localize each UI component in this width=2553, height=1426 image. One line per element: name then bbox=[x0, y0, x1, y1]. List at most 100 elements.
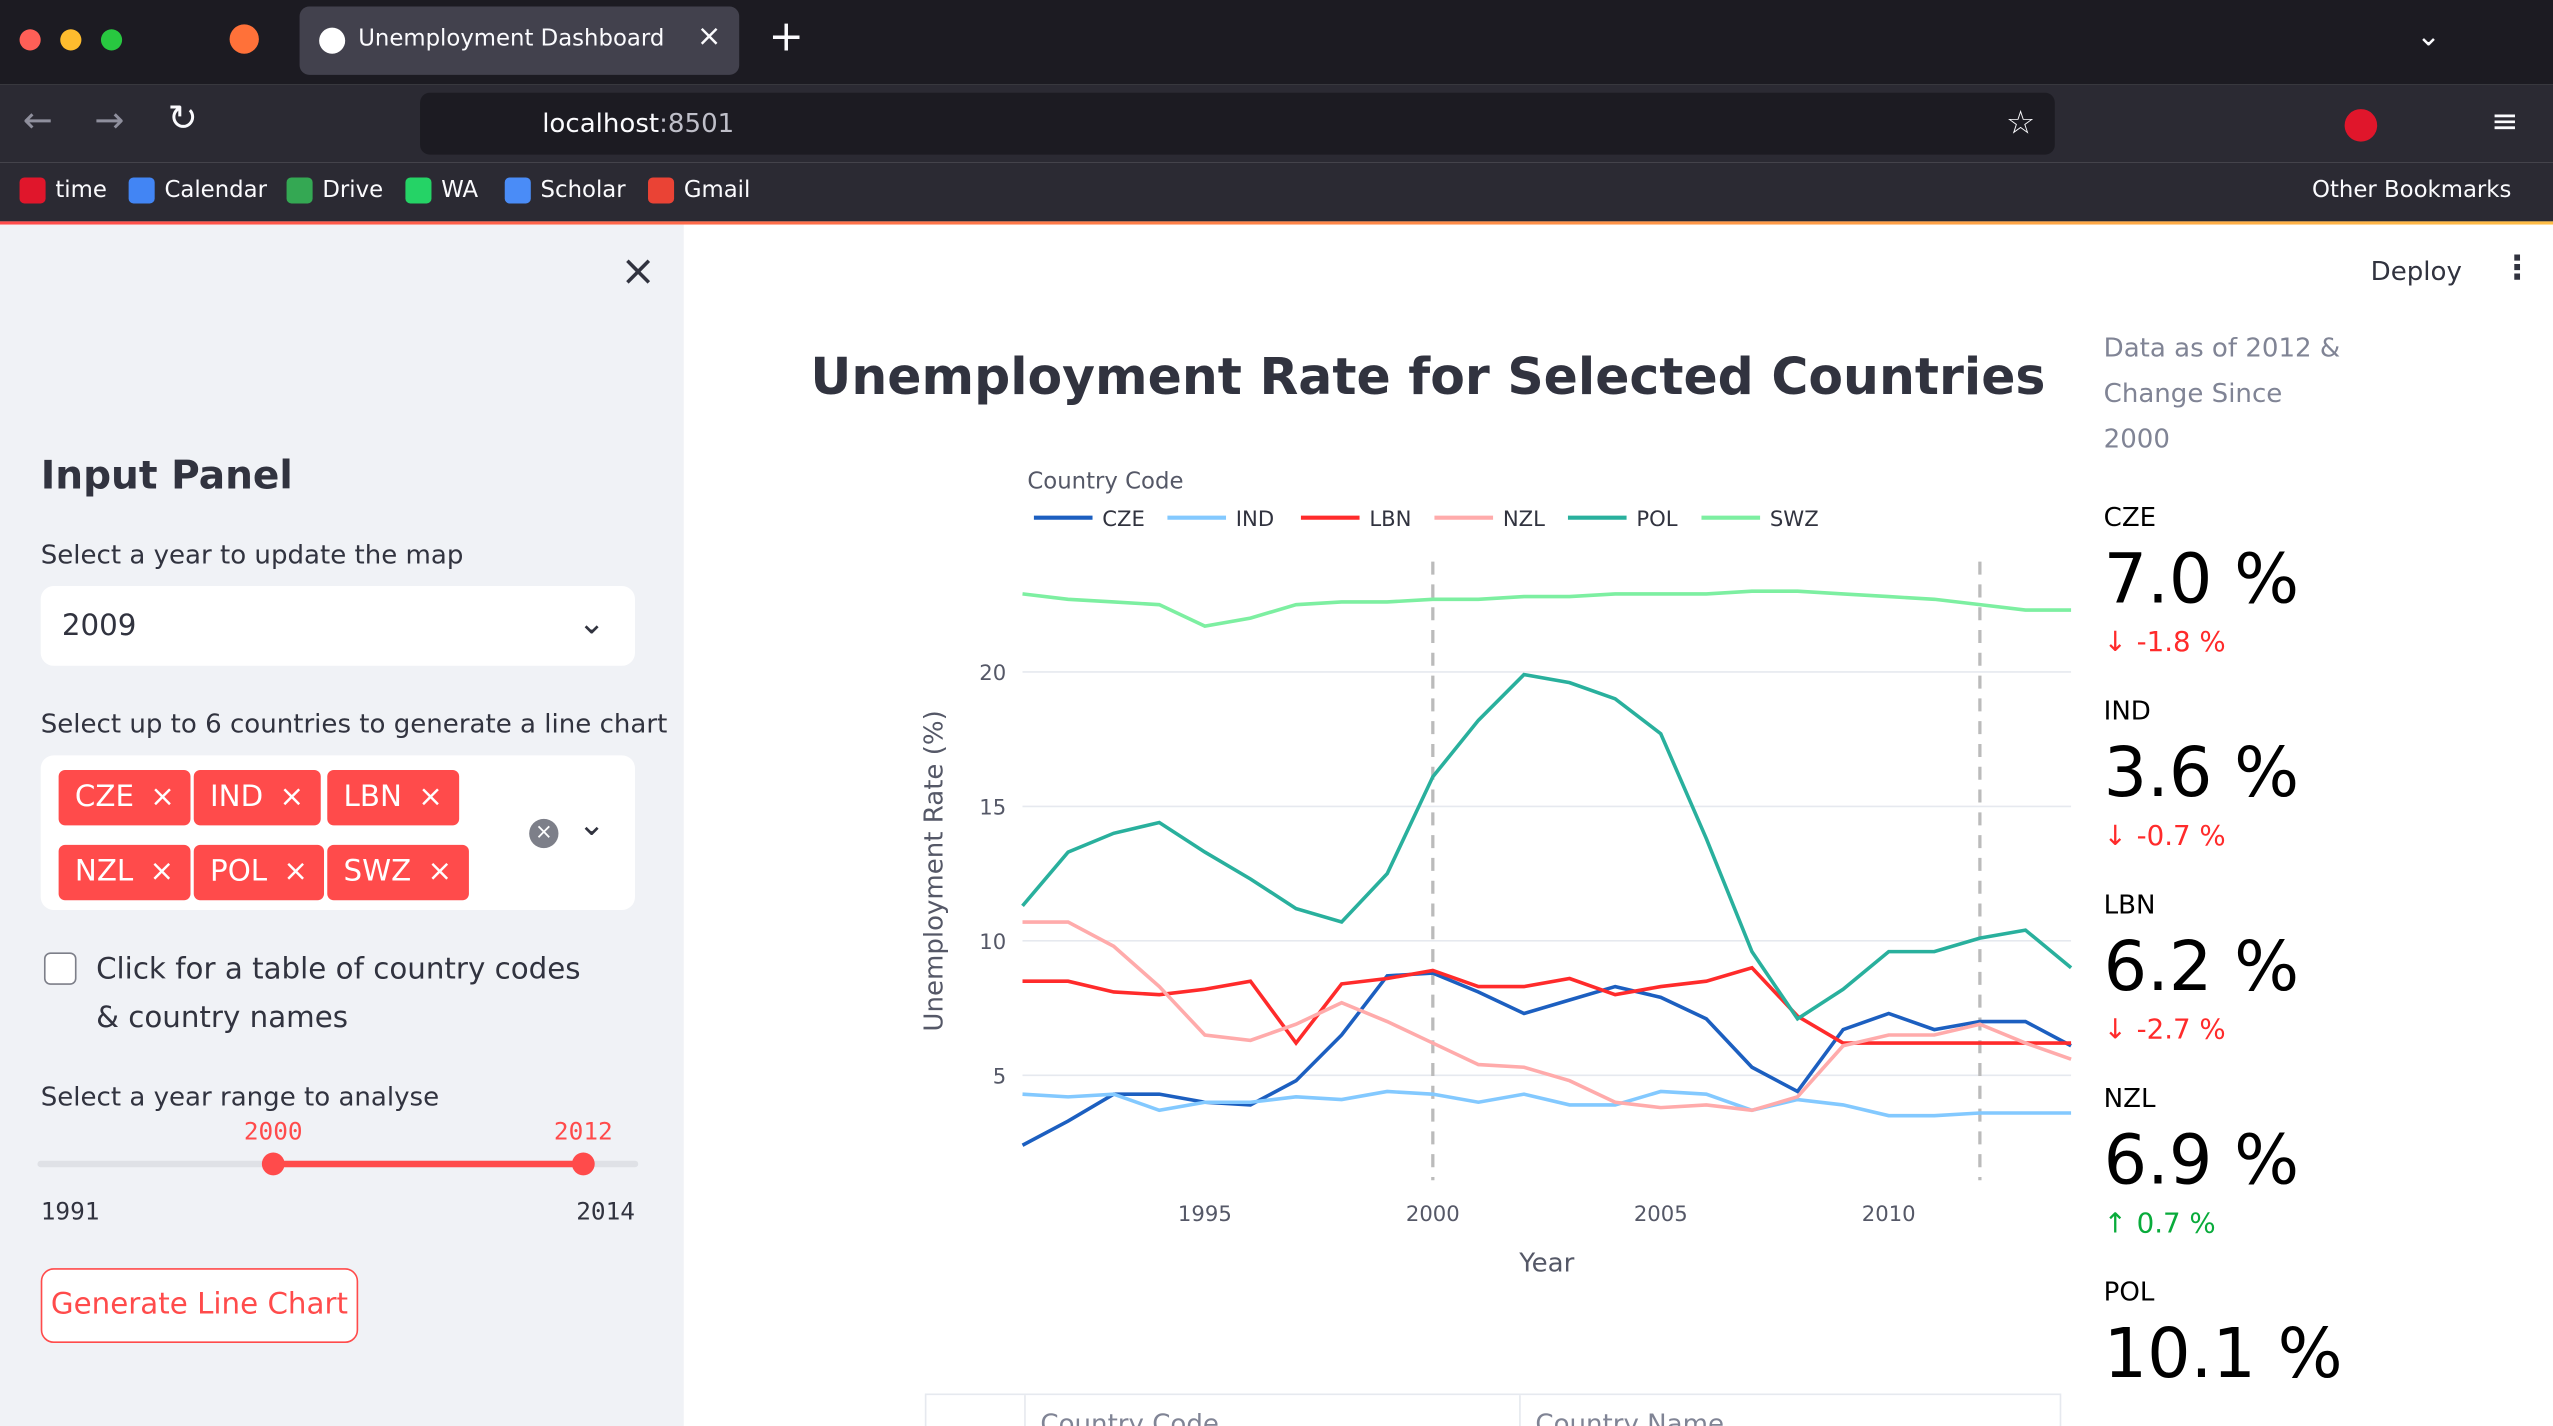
y-axis-label: Unemployment Rate (%) bbox=[920, 710, 950, 1031]
deploy-button[interactable]: Deploy bbox=[2370, 255, 2462, 287]
country-chip: SWZ × bbox=[327, 844, 469, 901]
legend-label: NZL bbox=[1503, 506, 1545, 531]
countries-label: Select up to 6 countries to generate a l… bbox=[40, 708, 668, 740]
other-bookmarks[interactable]: Other Bookmarks bbox=[2312, 177, 2512, 204]
toolbar: ← → ↻ localhost:8501 ☆ ≡ bbox=[0, 84, 2553, 163]
x-tick-label: 2005 bbox=[1634, 1201, 1688, 1226]
chip-remove[interactable]: × bbox=[279, 779, 305, 814]
bookmark[interactable]: Drive bbox=[286, 177, 384, 204]
bookmark-label: Gmail bbox=[683, 177, 751, 204]
new-tab[interactable]: + bbox=[768, 13, 805, 62]
series-line bbox=[1021, 672, 2073, 1022]
chip-remove[interactable]: × bbox=[427, 854, 453, 889]
tab-close[interactable]: × bbox=[696, 19, 722, 54]
chip-label: IND bbox=[210, 779, 264, 814]
metric-delta: ↓ -0.7 % bbox=[2104, 820, 2544, 869]
country-chip: NZL × bbox=[58, 844, 191, 901]
metric-label: LBN bbox=[2103, 888, 2156, 920]
bookmark-label: Calendar bbox=[164, 177, 267, 204]
delta-value: 0.7 % bbox=[2136, 1207, 2216, 1241]
delta-value: -2.7 % bbox=[2136, 1014, 2226, 1047]
tab-icon bbox=[319, 27, 346, 54]
chip-remove[interactable]: × bbox=[150, 779, 175, 814]
series-line bbox=[1022, 965, 2072, 1047]
url-bar[interactable]: localhost:8501 ☆ bbox=[420, 92, 2055, 155]
x-axis-label: Year bbox=[1518, 1248, 1574, 1278]
y-tick-label: 20 bbox=[979, 660, 1006, 685]
reload[interactable]: ↻ bbox=[167, 99, 198, 140]
metric-value: 6.2 % bbox=[2103, 926, 2300, 1007]
bookmark[interactable]: Calendar bbox=[128, 177, 267, 204]
bookmark[interactable]: time bbox=[19, 177, 107, 204]
metric-label: IND bbox=[2103, 695, 2151, 727]
bookmark-icon bbox=[504, 177, 531, 204]
metric-delta: ↓ -1.8 % bbox=[2104, 627, 2544, 676]
tab-list[interactable]: ⌄ bbox=[2416, 19, 2441, 54]
metric-label: CZE bbox=[2103, 501, 2157, 533]
col-divider bbox=[1519, 1395, 1521, 1426]
generate-button[interactable]: Generate Line Chart bbox=[40, 1268, 359, 1344]
col-divider bbox=[1024, 1395, 1026, 1426]
range-slider[interactable]: 2000 2012 1991 2014 bbox=[0, 1104, 684, 1234]
bookmark-icon bbox=[648, 177, 675, 204]
close-window[interactable] bbox=[19, 29, 41, 51]
country-chip: LBN × bbox=[327, 769, 460, 826]
dropdown-arrow[interactable]: ⌄ bbox=[578, 804, 606, 844]
chip-remove[interactable]: × bbox=[283, 854, 308, 889]
country-chip: CZE × bbox=[58, 769, 192, 826]
checkbox[interactable] bbox=[43, 952, 77, 985]
chip-label: CZE bbox=[74, 779, 134, 814]
chip-label: POL bbox=[210, 854, 268, 889]
sidebar-close[interactable]: × bbox=[620, 247, 656, 297]
menu[interactable]: ≡ bbox=[2491, 100, 2519, 140]
slider-handle[interactable] bbox=[261, 1152, 285, 1176]
abp-icon[interactable] bbox=[2344, 109, 2378, 142]
tab[interactable]: Unemployment Dashboard × bbox=[299, 6, 740, 75]
back[interactable]: ← bbox=[22, 100, 53, 142]
delta-arrow: ↓ bbox=[2103, 820, 2127, 854]
chip-label: NZL bbox=[74, 854, 134, 889]
minimize-window[interactable] bbox=[60, 29, 82, 51]
url-port: :8501 bbox=[659, 107, 735, 139]
bookmark[interactable]: WA bbox=[405, 177, 478, 204]
tab-title: Unemployment Dashboard bbox=[358, 26, 665, 53]
metric-delta: ↓ -2.7 % bbox=[2104, 1014, 2544, 1063]
bookmark-label: Drive bbox=[322, 177, 384, 204]
chip-remove[interactable]: × bbox=[149, 854, 175, 889]
main-menu[interactable]: ⋮ bbox=[2500, 247, 2534, 287]
forward[interactable]: → bbox=[94, 100, 125, 142]
metric-label: POL bbox=[2103, 1276, 2155, 1308]
bookmark[interactable]: Gmail bbox=[648, 177, 751, 204]
chip-label: LBN bbox=[343, 779, 402, 814]
line-chart: Unemployment Rate for Selected Countries… bbox=[810, 347, 2073, 1278]
clear-all[interactable]: × bbox=[529, 818, 559, 849]
metric-value: 7.0 % bbox=[2103, 538, 2300, 619]
country-multiselect[interactable]: × ⌄ CZE × IND × LBN × NZL × POL × SWZ × bbox=[40, 755, 635, 910]
series-line bbox=[1022, 1089, 2072, 1118]
bookmark-star[interactable]: ☆ bbox=[2005, 102, 2036, 142]
delta-arrow: ↓ bbox=[2103, 1014, 2127, 1047]
bookmark-icon bbox=[19, 177, 46, 204]
slider-handle[interactable] bbox=[571, 1152, 595, 1176]
url: localhost:8501 bbox=[542, 107, 734, 138]
chip-label: SWZ bbox=[343, 854, 412, 889]
legend-label: POL bbox=[1636, 506, 1677, 531]
tab-bar: Unemployment Dashboard × + ⌄ bbox=[0, 0, 2553, 85]
bookmark[interactable]: Scholar bbox=[504, 177, 626, 204]
metric-value: 3.6 % bbox=[2103, 732, 2300, 813]
slider-value: 2012 bbox=[554, 1117, 613, 1146]
bookmark-icon bbox=[128, 177, 155, 204]
year-select[interactable]: 2009 ⌄ bbox=[40, 586, 635, 666]
metric: LBN 6.2 % ↓ -2.7 % bbox=[2104, 889, 2544, 1063]
legend-label: IND bbox=[1236, 506, 1274, 531]
chip-remove[interactable]: × bbox=[418, 779, 443, 814]
maximize-window[interactable] bbox=[100, 29, 123, 51]
metric: POL 10.1 % bbox=[2104, 1276, 2544, 1401]
url-host: localhost bbox=[542, 107, 660, 139]
sidebar: × Input Panel Select a year to update th… bbox=[0, 224, 684, 1426]
year-label: Select a year to update the map bbox=[40, 538, 464, 570]
x-tick-label: 2010 bbox=[1862, 1201, 1916, 1226]
year-value: 2009 bbox=[61, 608, 137, 644]
sidebar-title: Input Panel bbox=[40, 452, 293, 499]
legend-title: Country Code bbox=[1027, 468, 1183, 494]
